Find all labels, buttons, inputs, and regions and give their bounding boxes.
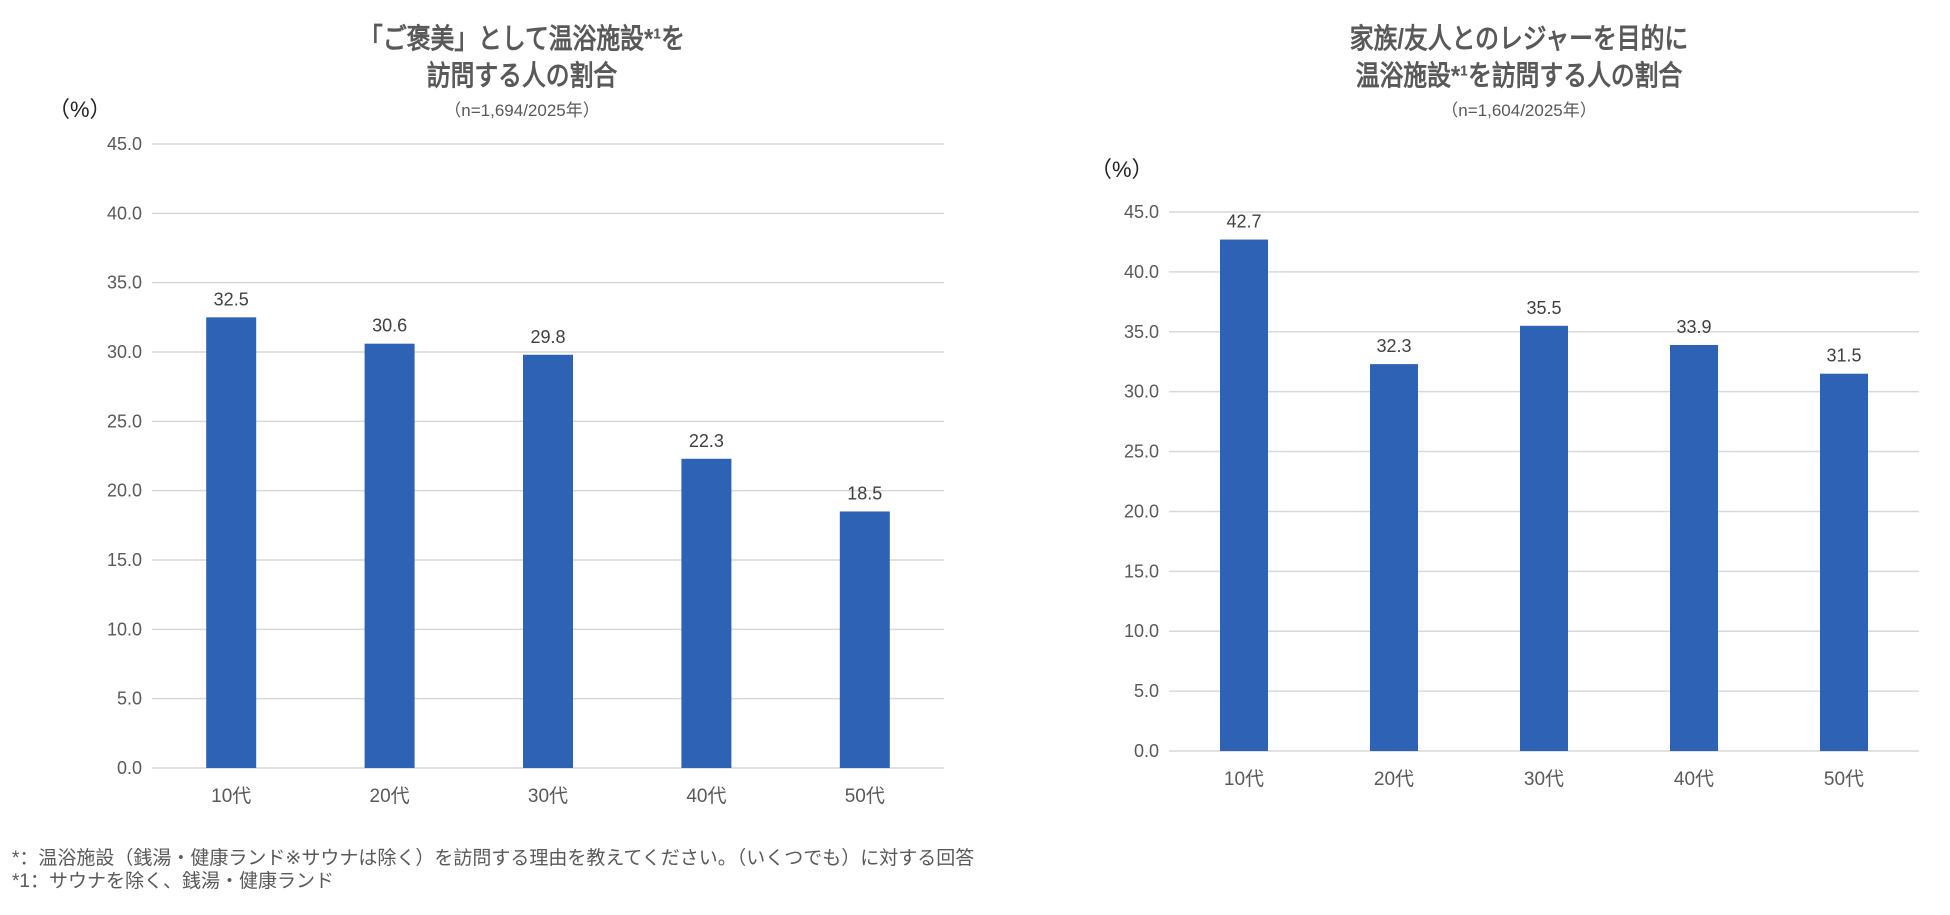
chart2-xtick-label: 40代 <box>1674 768 1714 790</box>
chart1-ytick-label: 35.0 <box>107 273 142 293</box>
chart1-xtick-label: 30代 <box>528 785 568 807</box>
chart2-data-label: 35.5 <box>1526 298 1561 318</box>
chart2-ytick-label: 10.0 <box>1124 621 1159 641</box>
chart2-xtick-label: 30代 <box>1524 768 1564 790</box>
chart2-bar <box>1820 373 1868 751</box>
chart1-ytick-label: 0.0 <box>117 758 142 778</box>
chart2-ytick-label: 5.0 <box>1134 681 1159 701</box>
chart2-title: 家族/友人とのレジャーを目的に 温浴施設*¹を訪問する人の割合 <box>1264 20 1774 94</box>
chart2-ytick-label: 0.0 <box>1134 741 1159 761</box>
chart1-xtick-label: 10代 <box>211 785 251 807</box>
chart1-ytick-label: 45.0 <box>107 134 142 154</box>
chart1-data-label: 18.5 <box>847 483 882 503</box>
chart2-xtick-label: 50代 <box>1824 768 1864 790</box>
chart1-bar <box>681 458 732 768</box>
footnote-1: *：温浴施設（銭湯・健康ランド※サウナは除く）を訪問する理由を教えてください。（… <box>12 848 975 869</box>
chart1-title-line2: 訪問する人の割合 <box>426 60 618 91</box>
chart1-ytick-label: 15.0 <box>107 550 142 570</box>
chart1-ytick-label: 40.0 <box>107 203 142 223</box>
chart1-data-label: 30.6 <box>372 316 407 336</box>
chart1-bar <box>839 511 890 768</box>
chart1-xtick-label: 40代 <box>686 785 726 807</box>
chart1-title-line1: 「ご褒美」として温浴施設*¹を <box>359 23 685 54</box>
chart1-ytick-label: 30.0 <box>107 342 142 362</box>
chart1-ytick-label: 10.0 <box>107 619 142 639</box>
chart1-data-label: 29.8 <box>530 327 565 347</box>
chart1-bar <box>523 354 573 768</box>
footnote-2: *1：サウナを除く、銭湯・健康ランド <box>12 871 334 892</box>
chart2-ytick-label: 35.0 <box>1124 322 1159 342</box>
chart1-xtick-label: 20代 <box>370 785 410 807</box>
chart2-ytick-label: 25.0 <box>1124 442 1159 462</box>
chart2-ytick-label: 30.0 <box>1124 382 1159 402</box>
chart2-ytick-label: 20.0 <box>1124 501 1159 521</box>
chart1-bar <box>364 343 415 768</box>
chart2-ytick-label: 45.0 <box>1124 202 1159 222</box>
chart2-data-label: 42.7 <box>1226 212 1261 232</box>
chart2-unit-label: （%） <box>1090 157 1154 182</box>
chart1-bar <box>206 317 257 768</box>
chart1-title: 「ご褒美」として温浴施設*¹を 訪問する人の割合 <box>267 20 777 94</box>
chart1-ytick-label: 25.0 <box>107 411 142 431</box>
chart2-bar <box>1520 325 1568 751</box>
chart1-ytick-label: 5.0 <box>117 689 142 709</box>
chart2-xtick-label: 10代 <box>1224 768 1264 790</box>
chart2-bar <box>1670 344 1718 751</box>
chart2-bar <box>1370 364 1418 751</box>
chart1-ytick-label: 20.0 <box>107 481 142 501</box>
chart1-subtitle: （n=1,694/2025年） <box>444 101 600 120</box>
chart2-ytick-label: 40.0 <box>1124 262 1159 282</box>
chart2-data-label: 31.5 <box>1826 346 1861 366</box>
chart2-data-label: 33.9 <box>1676 317 1711 337</box>
chart2-title-line2: 温浴施設*¹を訪問する人の割合 <box>1355 60 1683 91</box>
chart2-ytick-label: 15.0 <box>1124 561 1159 581</box>
chart2-data-label: 32.3 <box>1376 336 1411 356</box>
chart1-data-label: 22.3 <box>689 431 724 451</box>
chart2-title-line1: 家族/友人とのレジャーを目的に <box>1349 23 1689 54</box>
chart1-xtick-label: 50代 <box>845 785 885 807</box>
chart2-xtick-label: 20代 <box>1374 768 1414 790</box>
chart1-unit-label: （%） <box>48 97 112 122</box>
chart1-data-label: 32.5 <box>214 289 249 309</box>
chart2-bar <box>1220 239 1268 751</box>
chart2-subtitle: （n=1,604/2025年） <box>1441 101 1597 120</box>
